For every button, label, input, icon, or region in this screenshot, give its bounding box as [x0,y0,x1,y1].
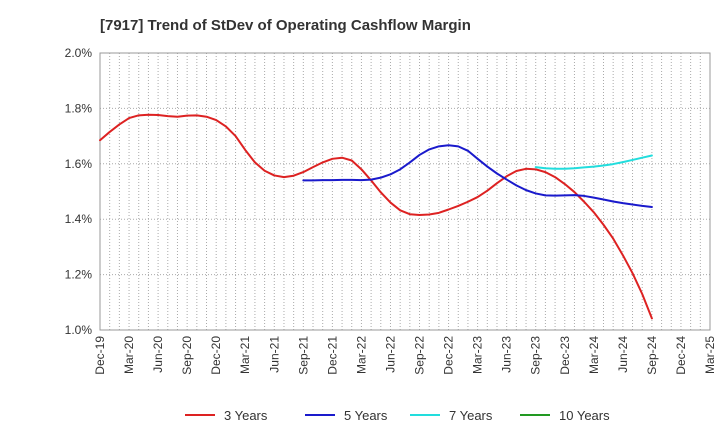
x-tick-label: Jun-24 [616,336,630,373]
x-tick-label: Dec-24 [674,336,688,375]
x-tick-label: Mar-21 [238,336,252,374]
x-tick-label: Dec-20 [209,336,223,375]
x-tick-label: Jun-23 [500,336,514,373]
x-tick-label: Sep-23 [529,336,543,375]
x-tick-label: Jun-22 [383,336,397,373]
legend-label: 10 Years [559,408,610,423]
x-tick-label: Sep-24 [645,336,659,375]
x-tick-label: Dec-23 [558,336,572,375]
x-tick-label: Mar-23 [471,336,485,374]
y-tick-label: 1.4% [65,212,93,226]
x-tick-label: Dec-19 [93,336,107,375]
x-tick-label: Dec-22 [442,336,456,375]
y-axis-ticks: 1.0% 1.2% 1.4% 1.6% 1.8% 2.0% [65,46,93,337]
x-tick-label: Mar-20 [122,336,136,374]
series-line-7-years [534,154,653,170]
y-tick-label: 1.8% [65,101,93,115]
x-tick-label: Jun-20 [151,336,165,373]
x-axis-ticks: Dec-19 Mar-20 Jun-20 Sep-20 Dec-20 Mar-21 Jun-… [93,336,717,375]
x-tick-label: Mar-25 [703,336,717,374]
y-tick-label: 2.0% [65,46,93,60]
x-tick-label: Sep-21 [296,336,310,375]
legend-label: 5 Years [344,408,388,423]
chart-title: [7917] Trend of StDev of Operating Cashf… [100,17,471,34]
x-tick-label: Mar-24 [587,336,601,374]
legend: 3 Years 5 Years 7 Years 10 Years [185,408,610,423]
plot-frame [99,52,711,331]
legend-label: 7 Years [449,408,493,423]
series-line-3-years [99,113,653,320]
x-tick-label: Sep-22 [413,336,427,375]
x-tick-label: Dec-21 [325,336,339,375]
y-tick-label: 1.0% [65,323,93,337]
y-tick-label: 1.6% [65,157,93,171]
y-tick-label: 1.2% [65,268,93,282]
x-tick-label: Jun-21 [267,336,281,373]
x-tick-label: Sep-20 [180,336,194,375]
series-lines [99,113,653,320]
x-tick-label: Mar-22 [354,336,368,374]
series-line-5-years [302,144,653,209]
legend-label: 3 Years [224,408,268,423]
grid [100,53,710,330]
